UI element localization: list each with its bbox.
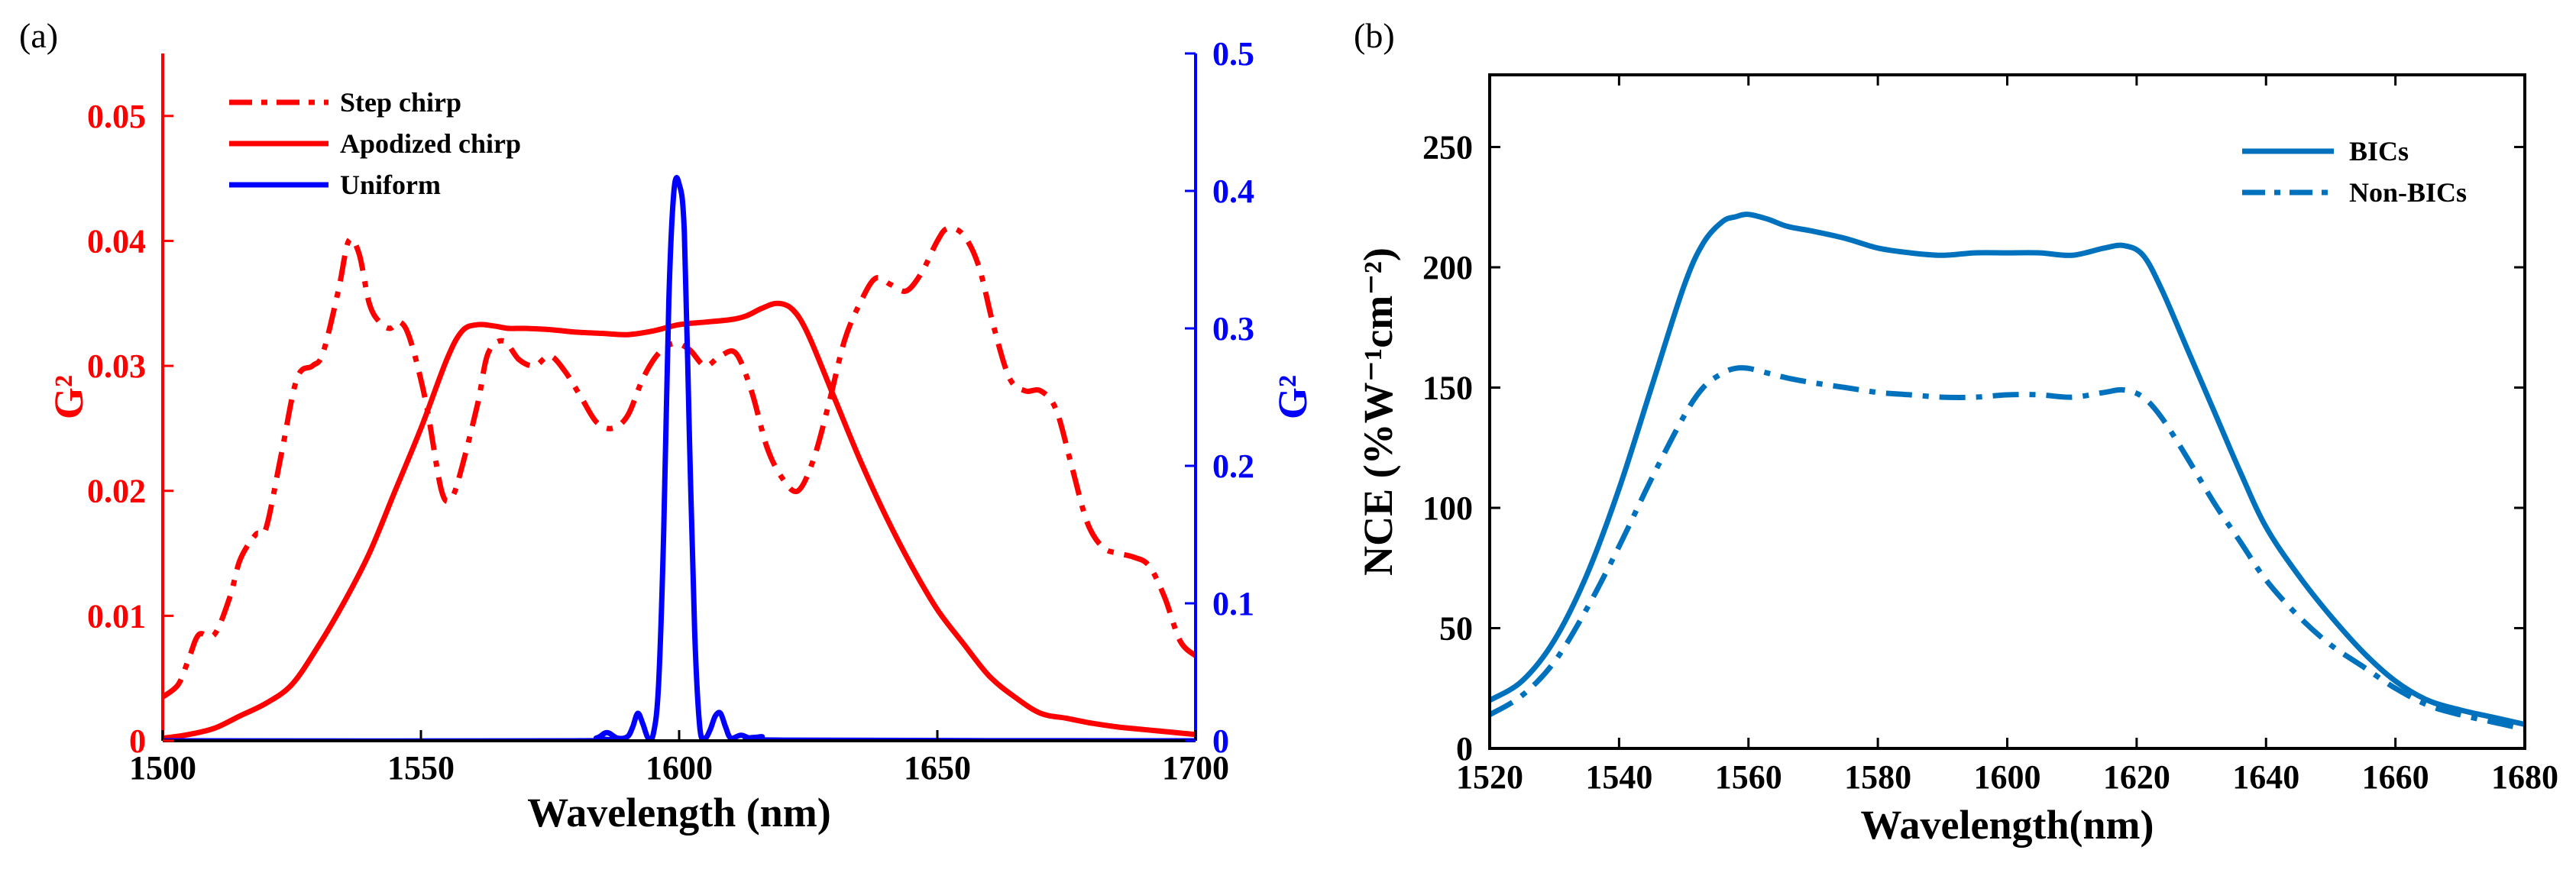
panel-b-y-tick-label: 0 <box>1456 730 1473 768</box>
panel-a-label: (a) <box>19 16 58 55</box>
panel-b-x-tick-label: 1520 <box>1456 758 1523 796</box>
panel-a-right-tick-label: 0 <box>1212 722 1229 760</box>
panel-a-x-tick-label: 1650 <box>904 749 971 787</box>
panel-a-left-tick-label: 0 <box>129 722 146 760</box>
panel-b-legend: BICs Non-BICs <box>2242 136 2467 208</box>
panel-b-x-tick-label: 1560 <box>1715 758 1782 796</box>
panel-b-x-axis-label: Wavelength(nm) <box>1861 802 2154 848</box>
panel-b-x-tick-label: 1680 <box>2491 758 2558 796</box>
panel-a-left-tick-label: 0.03 <box>87 347 146 385</box>
panel-a-right-tick-label: 0.1 <box>1212 585 1254 622</box>
panel-b: (b) 1520 1540 1560 1580 1600 1620 1640 1660 1680 0… <box>1354 16 2558 848</box>
panel-a-left-tick-label: 0.04 <box>87 222 146 260</box>
panel-b-x-tick-label: 1540 <box>1585 758 1652 796</box>
panel-a-x-tick-label: 1600 <box>646 749 713 787</box>
panel-a: (a)1500 1550 1600 1650 170000.010.020.030.04… <box>19 16 1316 835</box>
panel-b-y-axis-label: NCE (%W⁻¹cm⁻²) <box>1355 247 1401 576</box>
panel-a-left-tick-label: 0.05 <box>87 98 146 135</box>
panel-b-legend-label: Non-BICs <box>2349 177 2467 208</box>
panel-a-legend-label: Step chirp <box>340 87 461 118</box>
panel-b-series-non-bics <box>1490 365 2525 732</box>
panel-a-left-tick-label: 0.01 <box>87 597 146 635</box>
panel-a-legend-label: Apodized chirp <box>340 128 521 159</box>
panel-b-x-tick-label: 1640 <box>2232 758 2299 796</box>
panel-b-series-bics <box>1490 212 2525 727</box>
panel-a-left-axis-label: G² <box>46 375 92 419</box>
panel-b-x-tick-label: 1580 <box>1844 758 1911 796</box>
panel-b-label: (b) <box>1354 16 1395 55</box>
panel-a-left-tick-label: 0.02 <box>87 473 146 510</box>
panel-a-legend: Step chirp Apodized chirp Uniform <box>229 87 521 200</box>
panel-b-legend-label: BICs <box>2349 136 2409 166</box>
panel-b-x-tick-label: 1660 <box>2362 758 2429 796</box>
panel-a-right-axis-label: G² <box>1270 375 1316 419</box>
panel-b-y-tick-label: 150 <box>1422 370 1473 407</box>
panel-a-series-uniform <box>163 175 1196 741</box>
panel-b-y-tick-label: 100 <box>1422 490 1473 527</box>
panel-a-x-tick-label: 1500 <box>129 749 196 787</box>
panel-b-y-tick-label: 200 <box>1422 249 1473 286</box>
panel-a-x-tick-label: 1700 <box>1162 749 1229 787</box>
panel-b-y-tick-label: 250 <box>1422 129 1473 166</box>
panel-a-right-tick-label: 0.2 <box>1212 448 1254 485</box>
panel-a-x-axis-label: Wavelength (nm) <box>527 790 831 835</box>
panel-a-series-step-chirp <box>163 225 1196 700</box>
panel-a-legend-label: Uniform <box>340 170 441 200</box>
panel-b-x-tick-label: 1600 <box>1974 758 2041 796</box>
panel-a-series-apodized-chirp <box>163 300 1196 741</box>
panel-a-right-tick-label: 0.4 <box>1212 173 1254 210</box>
panel-b-x-tick-label: 1620 <box>2103 758 2170 796</box>
panel-a-right-tick-label: 0.5 <box>1212 35 1254 73</box>
panel-a-right-tick-label: 0.3 <box>1212 310 1254 347</box>
panel-a-x-tick-label: 1550 <box>387 749 455 787</box>
panel-b-y-tick-label: 50 <box>1439 610 1473 648</box>
